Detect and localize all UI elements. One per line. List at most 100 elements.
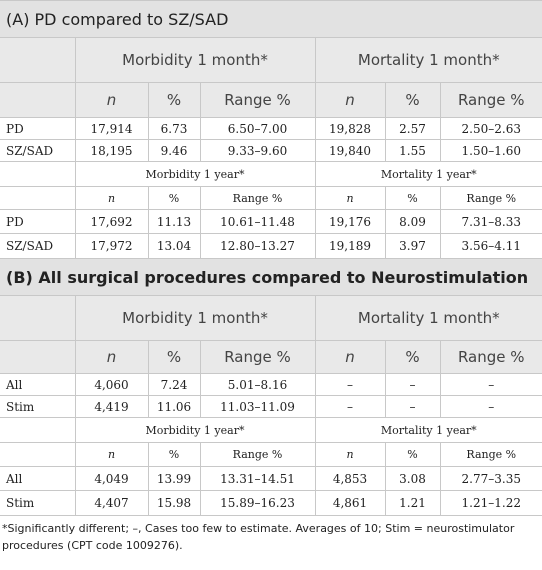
- empty-cell: [0, 37, 76, 83]
- data-cell: 18,195: [74, 139, 149, 162]
- data-row: All 4,049 13.99 13.31–14.51 4,853 3.08 2.77–3.…: [0, 466, 542, 491]
- data-cell: 4,060: [74, 373, 149, 396]
- data-cell: –: [439, 395, 542, 418]
- data-cell: 13.04: [147, 233, 201, 259]
- results-table: (A) PD compared to SZ/SAD Morbidity 1 mon…: [0, 0, 542, 516]
- column-header: n: [74, 340, 149, 374]
- data-cell: 19,189: [314, 233, 386, 259]
- column-header: n: [314, 340, 386, 374]
- data-cell: 1.21: [384, 490, 441, 516]
- data-row: Stim 4,407 15.98 15.89–16.23 4,861 1.21 1.21–1…: [0, 490, 542, 516]
- column-header: %: [147, 442, 201, 467]
- data-row: All 4,060 7.24 5.01–8.16– – –: [0, 373, 542, 396]
- data-cell: 9.46: [147, 139, 201, 162]
- data-cell: 2.57: [384, 117, 441, 140]
- empty-cell: [0, 186, 76, 210]
- column-header: %: [384, 340, 441, 374]
- data-cell: 19,840: [314, 139, 386, 162]
- section-title-row: (B) All surgical procedures compared to …: [0, 258, 542, 296]
- column-header: %: [384, 442, 441, 467]
- data-cell: 4,419: [74, 395, 149, 418]
- group-header: Mortality 1 month*: [314, 37, 542, 83]
- group-header: Morbidity 1 year*: [74, 417, 316, 443]
- empty-cell: [0, 417, 76, 443]
- data-cell: 15.89–16.23: [199, 490, 316, 516]
- row-label: SZ/SAD: [0, 139, 76, 162]
- column-header: Range %: [439, 82, 542, 118]
- column-header: %: [147, 186, 201, 210]
- row-label: PD: [0, 117, 76, 140]
- data-cell: 1.55: [384, 139, 441, 162]
- data-cell: 9.33–9.60: [199, 139, 316, 162]
- group-header-row: Morbidity 1 year* Mortality 1 year*: [0, 417, 542, 443]
- data-cell: 7.31–8.33: [439, 209, 542, 234]
- column-header: %: [384, 82, 441, 118]
- data-cell: –: [439, 373, 542, 396]
- column-header: %: [147, 82, 201, 118]
- section-title: (A) PD compared to SZ/SAD: [0, 0, 542, 38]
- data-cell: 11.06: [147, 395, 201, 418]
- group-header: Morbidity 1 year*: [74, 161, 316, 187]
- column-header: Range %: [439, 186, 542, 210]
- data-row: PD 17,692 11.13 10.61–11.48 19,176 8.09 7.31–8…: [0, 209, 542, 234]
- row-label: All: [0, 373, 76, 396]
- row-label: Stim: [0, 490, 76, 516]
- data-cell: 12.80–13.27: [199, 233, 316, 259]
- column-header: n: [74, 442, 149, 467]
- data-row: SZ/SAD 18,195 9.46 9.33–9.60 19,840 1.55 1.50–…: [0, 139, 542, 162]
- group-header-row: Morbidity 1 month* Mortality 1 month*: [0, 295, 542, 341]
- data-cell: 15.98: [147, 490, 201, 516]
- column-header: Range %: [199, 340, 316, 374]
- data-row: PD 17,914 6.73 6.50–7.00 19,828 2.57 2.50–2.63: [0, 117, 542, 140]
- empty-cell: [0, 442, 76, 467]
- section-title-row: (A) PD compared to SZ/SAD: [0, 0, 542, 38]
- row-label: SZ/SAD: [0, 233, 76, 259]
- column-header: Range %: [199, 442, 316, 467]
- data-cell: 3.97: [384, 233, 441, 259]
- data-cell: 11.13: [147, 209, 201, 234]
- data-cell: 6.73: [147, 117, 201, 140]
- data-cell: 2.50–2.63: [439, 117, 542, 140]
- data-cell: 8.09: [384, 209, 441, 234]
- data-cell: 19,828: [314, 117, 386, 140]
- column-header: n: [314, 186, 386, 210]
- data-cell: 17,914: [74, 117, 149, 140]
- column-header: n: [74, 82, 149, 118]
- column-header: n: [74, 186, 149, 210]
- group-header: Mortality 1 month*: [314, 295, 542, 341]
- data-cell: 19,176: [314, 209, 386, 234]
- data-cell: –: [314, 373, 386, 396]
- data-cell: 1.50–1.60: [439, 139, 542, 162]
- data-cell: 7.24: [147, 373, 201, 396]
- column-header-row: n% Range % n% Range %: [0, 340, 542, 374]
- data-cell: 3.08: [384, 466, 441, 491]
- data-cell: 4,407: [74, 490, 149, 516]
- data-cell: 13.31–14.51: [199, 466, 316, 491]
- row-label: All: [0, 466, 76, 491]
- data-cell: 1.21–1.22: [439, 490, 542, 516]
- group-header: Morbidity 1 month*: [74, 295, 316, 341]
- data-cell: 4,861: [314, 490, 386, 516]
- group-header: Mortality 1 year*: [314, 417, 542, 443]
- column-header-row: n% Range % n% Range %: [0, 186, 542, 210]
- data-cell: 2.77–3.35: [439, 466, 542, 491]
- column-header: %: [384, 186, 441, 210]
- data-cell: –: [314, 395, 386, 418]
- empty-cell: [0, 340, 76, 374]
- data-cell: 6.50–7.00: [199, 117, 316, 140]
- data-cell: 5.01–8.16: [199, 373, 316, 396]
- group-header-row: Morbidity 1 year* Mortality 1 year*: [0, 161, 542, 187]
- column-header: Range %: [199, 186, 316, 210]
- footnote: *Significantly different; –, Cases too f…: [2, 522, 515, 552]
- data-cell: 17,692: [74, 209, 149, 234]
- column-header: %: [147, 340, 201, 374]
- data-cell: 11.03–11.09: [199, 395, 316, 418]
- data-cell: 13.99: [147, 466, 201, 491]
- group-header: Mortality 1 year*: [314, 161, 542, 187]
- data-cell: 4,049: [74, 466, 149, 491]
- empty-cell: [0, 295, 76, 341]
- data-row: Stim 4,419 11.06 11.03–11.09– – –: [0, 395, 542, 418]
- row-label: Stim: [0, 395, 76, 418]
- data-row: SZ/SAD 17,972 13.04 12.80–13.27 19,189 3.97 3.…: [0, 233, 542, 259]
